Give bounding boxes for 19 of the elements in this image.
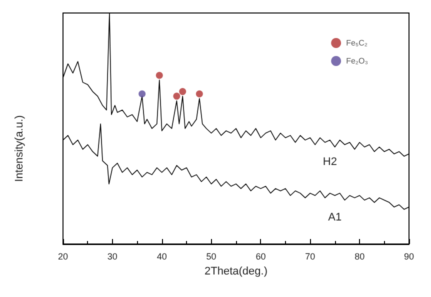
x-tick-label: 70	[305, 252, 316, 262]
x-tick-label: 50	[206, 252, 216, 262]
point	[196, 90, 203, 98]
x-tick-label: 40	[156, 252, 167, 262]
point	[138, 90, 146, 98]
legend-label: Fe₂O₃	[346, 56, 368, 66]
point	[156, 72, 163, 79]
x-axis-title: 2Theta(deg.)	[204, 266, 268, 278]
x-tick-label: 20	[58, 252, 68, 262]
y-axis-title: Intensity(a.u.)	[14, 115, 26, 182]
series-label: A1	[328, 211, 342, 224]
point	[173, 92, 180, 100]
x-tick-label: 90	[404, 252, 414, 262]
x-tick-label: 30	[107, 252, 118, 262]
x-tick-label: 80	[354, 252, 365, 262]
series-label: H2	[322, 156, 337, 168]
legend-label: Fe₅C₂	[346, 38, 368, 48]
x-tick-label: 60	[256, 252, 266, 262]
point	[179, 88, 186, 96]
